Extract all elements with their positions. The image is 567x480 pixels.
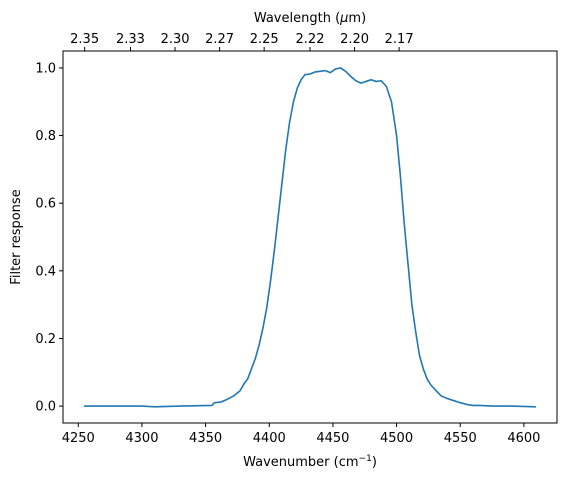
y-tick-label: 0.4	[35, 264, 56, 279]
series-line	[83, 67, 537, 408]
series-layer	[83, 67, 537, 408]
top-x-tick-label: 2.22	[296, 32, 325, 47]
x-tick-label: 4600	[507, 431, 540, 446]
x-axis-label-text: Wavenumber (cm	[243, 455, 358, 470]
y-tick-label: 1.0	[35, 61, 56, 76]
top-x-tick-label: 2.17	[385, 32, 414, 47]
y-tick-label: 0.8	[35, 129, 56, 144]
x-axis-label-exponent: −1	[359, 454, 372, 464]
top-x-tick-label: 2.20	[340, 32, 369, 47]
top-x-tick-label: 2.30	[161, 32, 190, 47]
top-x-axis-label-text: Wavelength (	[254, 11, 340, 26]
y-tick-label: 0.2	[35, 332, 56, 347]
top-x-axis-label-rest: m)	[348, 11, 366, 26]
plot-area	[63, 51, 557, 423]
y-tick-label: 0.0	[35, 400, 56, 415]
y-tick-label: 0.6	[35, 197, 56, 212]
x-tick-label: 4350	[189, 431, 222, 446]
x-tick-label: 4400	[253, 431, 286, 446]
x-tick-label: 4550	[444, 431, 477, 446]
x-tick-label: 4250	[62, 431, 95, 446]
top-x-tick-label: 2.33	[116, 32, 145, 47]
x-tick-label: 4450	[316, 431, 349, 446]
top-x-axis-label: Wavelength (μm)	[254, 11, 366, 26]
x-axis-label: Wavenumber (cm−1)	[243, 454, 377, 470]
top-x-ticks: 2.35 2.33 2.30 2.27 2.25 2.22 2.20 2.17	[70, 32, 414, 51]
y-axis-label: Filter response	[9, 189, 24, 284]
x-tick-label: 4300	[125, 431, 158, 446]
x-axis-label-close: )	[372, 455, 377, 470]
top-x-axis-label-mu: μ	[339, 11, 348, 26]
top-x-tick-label: 2.27	[205, 32, 234, 47]
bottom-x-ticks: 4250 4300 4350 4400 4450 4500 4550 4600	[62, 423, 540, 446]
left-y-ticks: 0.0 0.2 0.4 0.6 0.8 1.0	[35, 61, 63, 415]
top-x-tick-label: 2.35	[70, 32, 99, 47]
top-x-tick-label: 2.25	[250, 32, 279, 47]
plot-frame	[62, 50, 558, 424]
x-tick-label: 4500	[380, 431, 413, 446]
